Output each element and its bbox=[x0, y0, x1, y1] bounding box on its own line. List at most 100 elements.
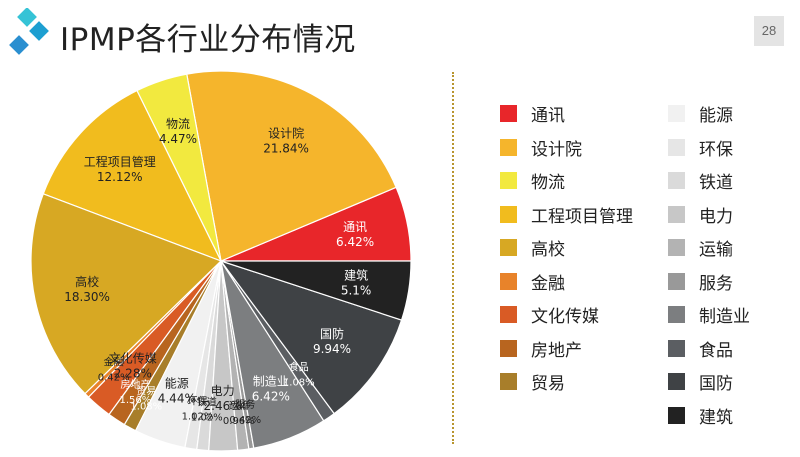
legend-label: 设计院 bbox=[531, 139, 582, 160]
legend-item: 设计院 bbox=[500, 131, 633, 165]
slice-value-label: 9.94% bbox=[313, 342, 351, 356]
slice-value-label: 6.42% bbox=[252, 389, 290, 403]
slice-label: 服务 0.42% bbox=[229, 398, 261, 426]
legend-item: 环保 bbox=[668, 131, 750, 165]
legend-item: 运输 bbox=[668, 231, 750, 265]
slice-value-label: 1.02% bbox=[182, 411, 214, 422]
legend-label: 服务 bbox=[699, 273, 733, 294]
legend-label: 物流 bbox=[531, 173, 565, 194]
legend-swatch bbox=[500, 339, 517, 357]
legend-swatch bbox=[500, 306, 517, 324]
legend-swatch bbox=[500, 205, 517, 223]
legend-label: 高校 bbox=[531, 240, 565, 261]
slice-label: 通讯6.42% bbox=[336, 220, 374, 249]
legend-item: 物流 bbox=[500, 164, 633, 198]
logo-icon bbox=[9, 8, 49, 55]
slice-value-label: 5.1% bbox=[341, 284, 372, 298]
slice-category-label: 物流 bbox=[166, 117, 190, 131]
legend-swatch bbox=[500, 105, 517, 123]
slice-label: 金融 0.42% bbox=[98, 356, 130, 384]
legend-swatch bbox=[668, 306, 685, 324]
pie-slice bbox=[42, 89, 223, 263]
slice-label: 运输 0.96% bbox=[223, 399, 255, 427]
slice-value-label: 4.47% bbox=[159, 132, 197, 146]
slice-category-label: 食品 bbox=[289, 361, 309, 374]
legend-label: 工程项目管理 bbox=[531, 206, 633, 227]
legend-swatch bbox=[668, 172, 685, 190]
slice-value-label: 2.46% bbox=[204, 399, 242, 413]
slice-label: 能源4.44% bbox=[158, 377, 196, 406]
slice-label: 物流4.47% bbox=[159, 117, 197, 146]
legend-item: 通讯 bbox=[500, 97, 633, 131]
legend-swatch bbox=[500, 172, 517, 190]
legend-swatch bbox=[668, 406, 685, 424]
slice-label: 房地产 1.56% bbox=[120, 378, 152, 406]
slice-label: 铁道 1.02% bbox=[191, 396, 223, 424]
legend-label: 文化传媒 bbox=[531, 307, 599, 328]
legend-label: 食品 bbox=[699, 340, 733, 361]
legend-item: 国防 bbox=[668, 365, 750, 399]
legend-swatch bbox=[668, 373, 685, 391]
pie-slice bbox=[220, 260, 412, 321]
legend-item: 建筑 bbox=[668, 399, 750, 433]
legend-label: 环保 bbox=[699, 139, 733, 160]
legend-label: 制造业 bbox=[699, 307, 750, 328]
slice-category-label: 通讯 bbox=[343, 220, 367, 234]
legend-item: 食品 bbox=[668, 332, 750, 366]
legend-item: 贸易 bbox=[500, 365, 633, 399]
page-title: IPMP各行业分布情况 bbox=[60, 22, 356, 58]
legend-swatch bbox=[668, 205, 685, 223]
pie-slice bbox=[30, 193, 223, 395]
legend-swatch bbox=[500, 272, 517, 290]
divider bbox=[452, 72, 454, 444]
slice-value-label: 1.08% bbox=[283, 378, 315, 389]
legend-swatch bbox=[500, 239, 517, 257]
slice-category-label: 文化传媒 bbox=[109, 351, 157, 366]
legend-swatch bbox=[500, 373, 517, 391]
page-number: 28 bbox=[754, 16, 784, 46]
slice-value-label: 0.96% bbox=[223, 416, 255, 427]
slice-category-label: 房地产 bbox=[120, 378, 150, 391]
legend-label: 贸易 bbox=[531, 374, 565, 395]
slice-category-label: 高校 bbox=[75, 274, 99, 289]
pie-slice bbox=[186, 70, 397, 262]
slice-value-label: 1.56% bbox=[120, 395, 152, 406]
legend-item: 房地产 bbox=[500, 332, 633, 366]
slice-category-label: 制造业 bbox=[253, 374, 289, 388]
legend-swatch bbox=[668, 339, 685, 357]
slice-label: 电力2.46% bbox=[204, 384, 242, 413]
legend-column-right: 能源 环保 铁道 电力 运输 服务 制造业 食品 国防 建筑 bbox=[668, 97, 750, 432]
legend-item: 高校 bbox=[500, 231, 633, 265]
slice-category-label: 设计院 bbox=[268, 127, 304, 141]
slice-category-label: 运输 bbox=[229, 399, 249, 412]
legend-label: 金融 bbox=[531, 273, 565, 294]
slice-label: 建筑5.1% bbox=[341, 268, 372, 298]
legend-swatch bbox=[500, 138, 517, 156]
legend-label: 电力 bbox=[699, 206, 733, 227]
slice-label: 贸易 1.08% bbox=[130, 386, 162, 413]
legend-label: 国防 bbox=[699, 374, 733, 395]
slice-category-label: 工程项目管理 bbox=[84, 154, 156, 169]
slice-value-label: 1.08% bbox=[130, 402, 162, 413]
legend-item: 服务 bbox=[668, 265, 750, 299]
slice-value-label: 0.42% bbox=[229, 415, 261, 426]
slice-category-label: 金融 bbox=[104, 356, 124, 369]
legend-item: 铁道 bbox=[668, 164, 750, 198]
slice-category-label: 能源 bbox=[165, 377, 189, 391]
legend-item: 制造业 bbox=[668, 298, 750, 332]
slice-label: 环保 1.02% bbox=[182, 394, 214, 422]
slice-category-label: 贸易 bbox=[136, 386, 156, 398]
legend-item: 文化传媒 bbox=[500, 298, 633, 332]
slice-category-label: 建筑 bbox=[344, 268, 368, 283]
legend-label: 铁道 bbox=[699, 173, 733, 194]
slice-category-label: 国防 bbox=[320, 326, 344, 341]
legend-column-left: 通讯设计院物流工程项目管理 高校金融文化传媒房地产贸易 bbox=[500, 97, 633, 399]
slice-value-label: 21.84% bbox=[263, 142, 309, 156]
legend-swatch bbox=[668, 138, 685, 156]
legend-swatch bbox=[668, 239, 685, 257]
